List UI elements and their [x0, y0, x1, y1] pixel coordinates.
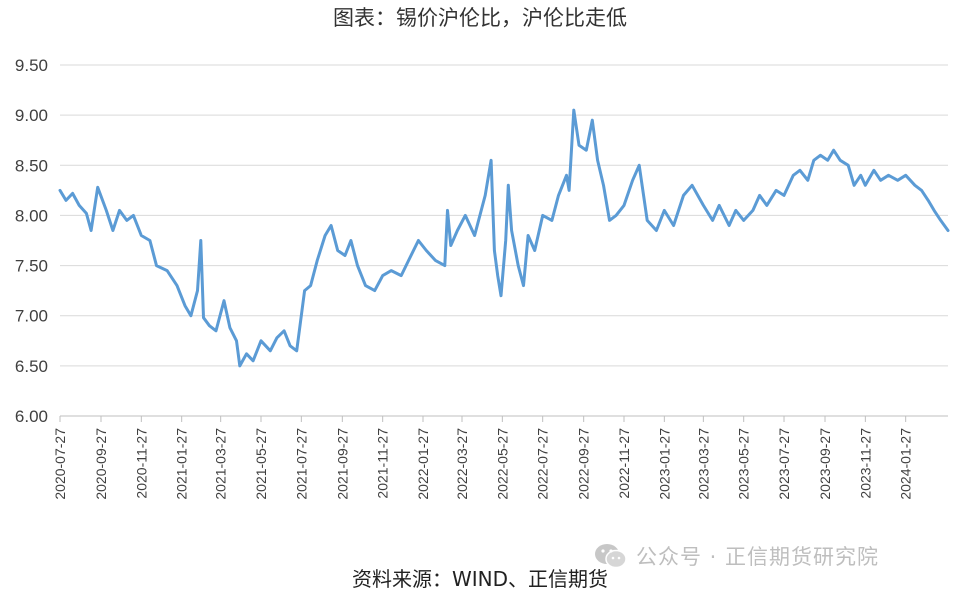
x-tick-labels: 2020-07-27 2020-09-27 2020-11-27 2021-01-27… — [52, 428, 914, 500]
x-tick-label: 2020-11-27 — [133, 428, 149, 499]
y-tick-label: 9.50 — [15, 56, 48, 75]
x-tick-label: 2021-09-27 — [334, 428, 350, 500]
x-tick-label: 2021-01-27 — [174, 428, 190, 500]
x-tick-label: 2021-11-27 — [375, 428, 391, 499]
x-tick-label: 2023-03-27 — [695, 428, 711, 500]
gridlines — [60, 64, 948, 367]
source-note: 资料来源：WIND、正信期货 — [351, 567, 609, 591]
x-tick-label: 2023-01-27 — [656, 428, 672, 500]
x-axis — [59, 415, 948, 422]
x-tick-label: 2022-07-27 — [535, 428, 551, 500]
series-line — [58, 108, 950, 368]
y-tick-label: 7.00 — [15, 307, 48, 326]
watermark: 公众号 · 正信期货研究院 — [594, 540, 879, 572]
y-axis: 6.00 6.50 7.00 7.50 8.00 8.50 9.00 9.50 — [15, 56, 48, 426]
x-tick-label: 2020-09-27 — [93, 428, 109, 500]
y-tick-label: 6.50 — [15, 357, 48, 376]
x-tick-label: 2021-07-27 — [293, 428, 309, 500]
wechat-icon — [595, 544, 627, 569]
x-tick-label: 2020-07-27 — [52, 428, 68, 500]
y-tick-label: 6.00 — [15, 407, 48, 426]
x-tick-label: 2023-05-27 — [736, 428, 752, 500]
y-tick-label: 8.50 — [15, 156, 48, 175]
x-tick-label: 2022-03-27 — [454, 428, 470, 500]
x-tick-label: 2022-05-27 — [494, 428, 510, 500]
x-tick-label: 2022-09-27 — [576, 428, 592, 500]
x-tick-label: 2021-03-27 — [213, 428, 229, 500]
x-tick-label: 2023-11-27 — [857, 428, 873, 499]
y-tick-label: 9.00 — [15, 106, 48, 125]
y-tick-label: 7.50 — [15, 257, 48, 276]
y-tick-label: 8.00 — [15, 206, 48, 225]
x-tick-label: 2021-05-27 — [253, 428, 269, 500]
x-tick-label: 2022-01-27 — [415, 428, 431, 500]
x-tick-label: 2022-11-27 — [616, 428, 632, 499]
x-tick-label: 2023-07-27 — [776, 428, 792, 500]
watermark-text: 公众号 · 正信期货研究院 — [636, 545, 880, 569]
chart-title: 图表：锡价沪伦比，沪伦比走低 — [333, 6, 627, 30]
x-tick-label: 2023-09-27 — [817, 428, 833, 500]
series-layer — [58, 108, 950, 368]
x-tick-label: 2024-01-27 — [898, 428, 914, 500]
